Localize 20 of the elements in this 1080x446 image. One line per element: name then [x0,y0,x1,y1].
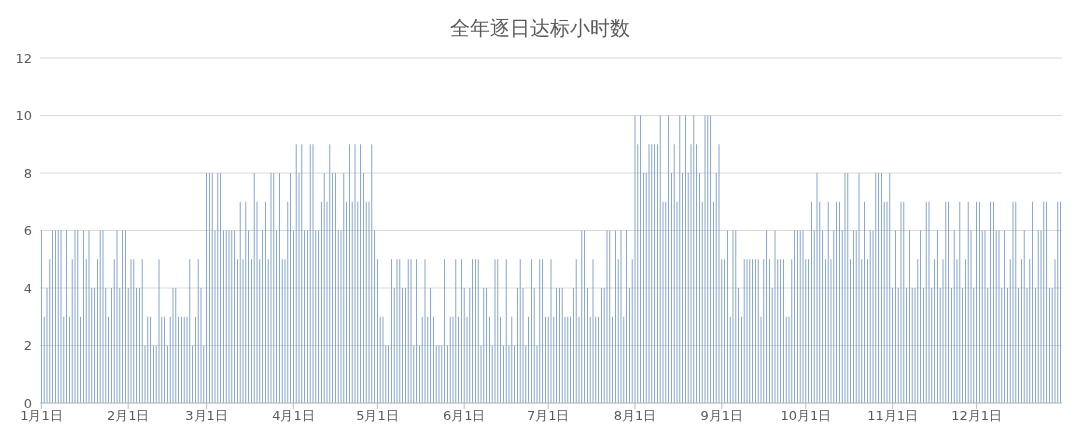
y-tick-label: 4 [23,280,32,296]
x-tick-label: 11月1日 [867,408,919,424]
y-tick-label: 10 [15,108,32,124]
chart-title: 全年逐日达标小时数 [449,15,631,42]
x-tick-label: 4月1日 [272,408,315,424]
x-tick-label: 9月1日 [700,408,744,424]
y-tick-label: 8 [23,165,32,181]
x-tick-label: 7月1日 [526,408,570,424]
y-tick-label: 2 [23,338,32,354]
y-tick-label: 12 [15,50,32,66]
x-tick-label: 3月1日 [185,408,228,424]
x-tick-label: 12月1日 [951,408,1003,424]
y-tick-label: 6 [23,223,32,239]
x-tick-label: 6月1日 [442,408,486,424]
x-tick-label: 5月1日 [356,408,399,424]
x-tick-label: 8月1日 [613,408,657,424]
x-tick-label: 10月1日 [780,408,832,424]
x-tick-label: 1月1日 [20,408,63,424]
y-tick-label: 0 [23,395,32,411]
x-tick-label: 2月1日 [106,408,150,424]
